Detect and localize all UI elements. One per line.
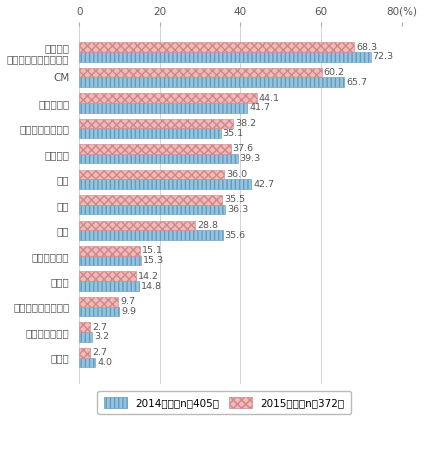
Bar [79, 357, 95, 367]
Bar [79, 77, 344, 87]
Bar [79, 128, 220, 138]
Bar [79, 42, 354, 52]
Text: 2.7: 2.7 [92, 323, 107, 332]
Bar [79, 144, 231, 154]
Text: 44.1: 44.1 [259, 94, 280, 102]
Bar [79, 154, 237, 164]
Text: 4.0: 4.0 [97, 358, 112, 367]
Bar [79, 271, 137, 281]
Bar [79, 119, 233, 128]
Text: 37.6: 37.6 [233, 144, 254, 154]
Text: 14.8: 14.8 [141, 282, 162, 291]
Bar [79, 221, 195, 230]
Text: 2.7: 2.7 [92, 348, 107, 357]
Text: 15.1: 15.1 [142, 246, 163, 255]
Bar [79, 170, 224, 179]
Text: 68.3: 68.3 [357, 43, 377, 52]
Bar [79, 68, 322, 77]
Text: 41.7: 41.7 [249, 103, 270, 112]
Text: 9.9: 9.9 [121, 307, 136, 316]
Text: 35.5: 35.5 [224, 196, 245, 204]
Text: 36.0: 36.0 [226, 170, 247, 179]
Text: 65.7: 65.7 [346, 78, 367, 87]
Bar [79, 205, 226, 214]
Text: 14.2: 14.2 [138, 272, 159, 281]
Text: 42.7: 42.7 [253, 180, 274, 189]
Text: 72.3: 72.3 [373, 52, 393, 61]
Text: 35.1: 35.1 [223, 129, 244, 138]
Bar [79, 103, 247, 112]
Bar [79, 93, 257, 103]
Text: 36.3: 36.3 [227, 205, 249, 214]
Text: 15.3: 15.3 [143, 256, 164, 265]
Text: 39.3: 39.3 [240, 154, 261, 163]
Bar [79, 307, 119, 316]
Bar [79, 230, 223, 240]
Bar [79, 348, 90, 357]
Bar [79, 255, 141, 266]
Bar [79, 246, 140, 255]
Bar [79, 195, 222, 205]
Bar [79, 297, 118, 307]
Text: 35.6: 35.6 [225, 231, 246, 239]
Text: 28.8: 28.8 [197, 221, 218, 230]
Legend: 2014年度（n＝405）, 2015年度（n＝372）: 2014年度（n＝405）, 2015年度（n＝372） [98, 391, 351, 414]
Text: 60.2: 60.2 [324, 68, 345, 77]
Bar [79, 179, 251, 189]
Bar [79, 52, 371, 62]
Bar [79, 332, 92, 342]
Text: 9.7: 9.7 [120, 298, 135, 306]
Bar [79, 323, 90, 332]
Text: 3.2: 3.2 [94, 332, 109, 341]
Text: 38.2: 38.2 [235, 119, 256, 128]
Bar [79, 281, 139, 291]
